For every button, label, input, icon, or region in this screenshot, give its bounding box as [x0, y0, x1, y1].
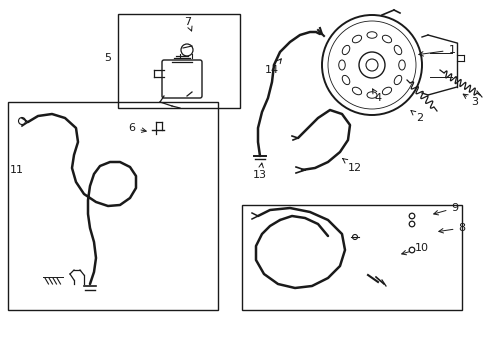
Text: 4: 4 [372, 89, 381, 103]
Text: 1: 1 [418, 45, 454, 56]
Text: 5: 5 [104, 53, 111, 63]
Text: 8: 8 [438, 223, 465, 233]
Text: 14: 14 [264, 59, 281, 75]
Bar [8, 102, 218, 310]
Text: 6: 6 [128, 123, 146, 133]
Bar [242, 205, 461, 310]
Text: 9: 9 [433, 203, 458, 215]
Text: 12: 12 [342, 158, 361, 173]
Bar [118, 14, 240, 108]
Text: 2: 2 [410, 111, 423, 123]
Text: 7: 7 [184, 17, 192, 31]
Text: 11: 11 [10, 165, 24, 175]
Text: 3: 3 [462, 94, 478, 107]
Text: 13: 13 [252, 163, 266, 180]
Text: 10: 10 [401, 243, 428, 255]
